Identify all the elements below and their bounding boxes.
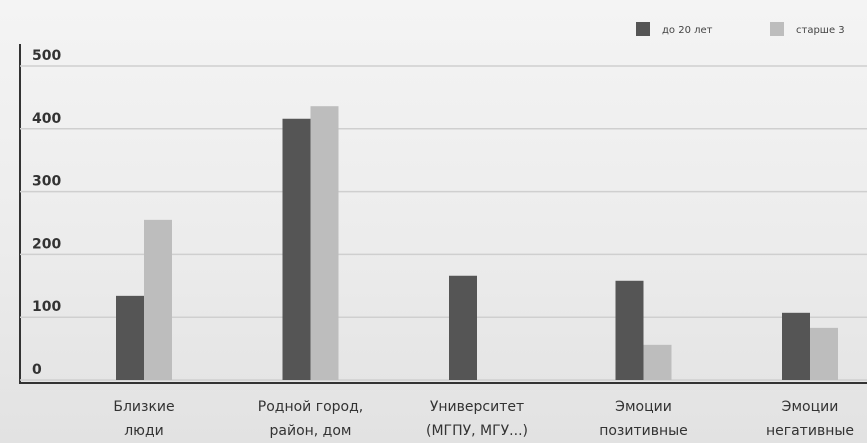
x-tick-label: Университет (МГПУ, МГУ...) <box>426 399 528 439</box>
x-tick-label: Эмоции негативные <box>766 399 854 439</box>
legend-label: до 20 лет <box>662 25 713 36</box>
y-tick-label: 400 <box>32 111 61 127</box>
x-tick-label-line: Близкие <box>113 399 174 415</box>
x-tick-label-line: Эмоции <box>782 399 839 415</box>
y-tick-label: 200 <box>32 236 61 252</box>
bar <box>643 344 672 380</box>
bar <box>144 219 172 380</box>
x-tick-label-line: Университет <box>430 399 524 415</box>
bar <box>116 295 144 380</box>
x-tick-label-line: негативные <box>766 423 854 439</box>
bar <box>782 312 810 380</box>
x-tick-label: Близкие люди <box>113 399 174 439</box>
y-tick-label: 0 <box>32 362 42 378</box>
y-tick-label: 300 <box>32 174 61 190</box>
bar <box>810 327 838 380</box>
legend-swatch <box>636 22 650 36</box>
y-tick-label: 100 <box>32 299 61 315</box>
x-tick-label-line: позитивные <box>599 423 688 439</box>
y-tick-label: 500 <box>32 48 61 64</box>
bar <box>449 275 477 380</box>
x-tick-label-line: Эмоции <box>615 399 672 415</box>
x-tick-label-line: люди <box>124 423 164 439</box>
x-tick-label: Родной город, район, дом <box>258 399 363 439</box>
x-tick-label-line: Родной город, <box>258 399 363 415</box>
x-tick-label: Эмоции позитивные <box>599 399 688 439</box>
x-tick-label-line: район, дом <box>270 423 352 439</box>
bar <box>615 280 644 380</box>
x-tick-label-line: (МГПУ, МГУ...) <box>426 423 528 439</box>
legend-swatch <box>770 22 784 36</box>
legend-label: старше 3 <box>796 25 845 36</box>
bar <box>310 106 339 380</box>
bar <box>282 118 311 380</box>
